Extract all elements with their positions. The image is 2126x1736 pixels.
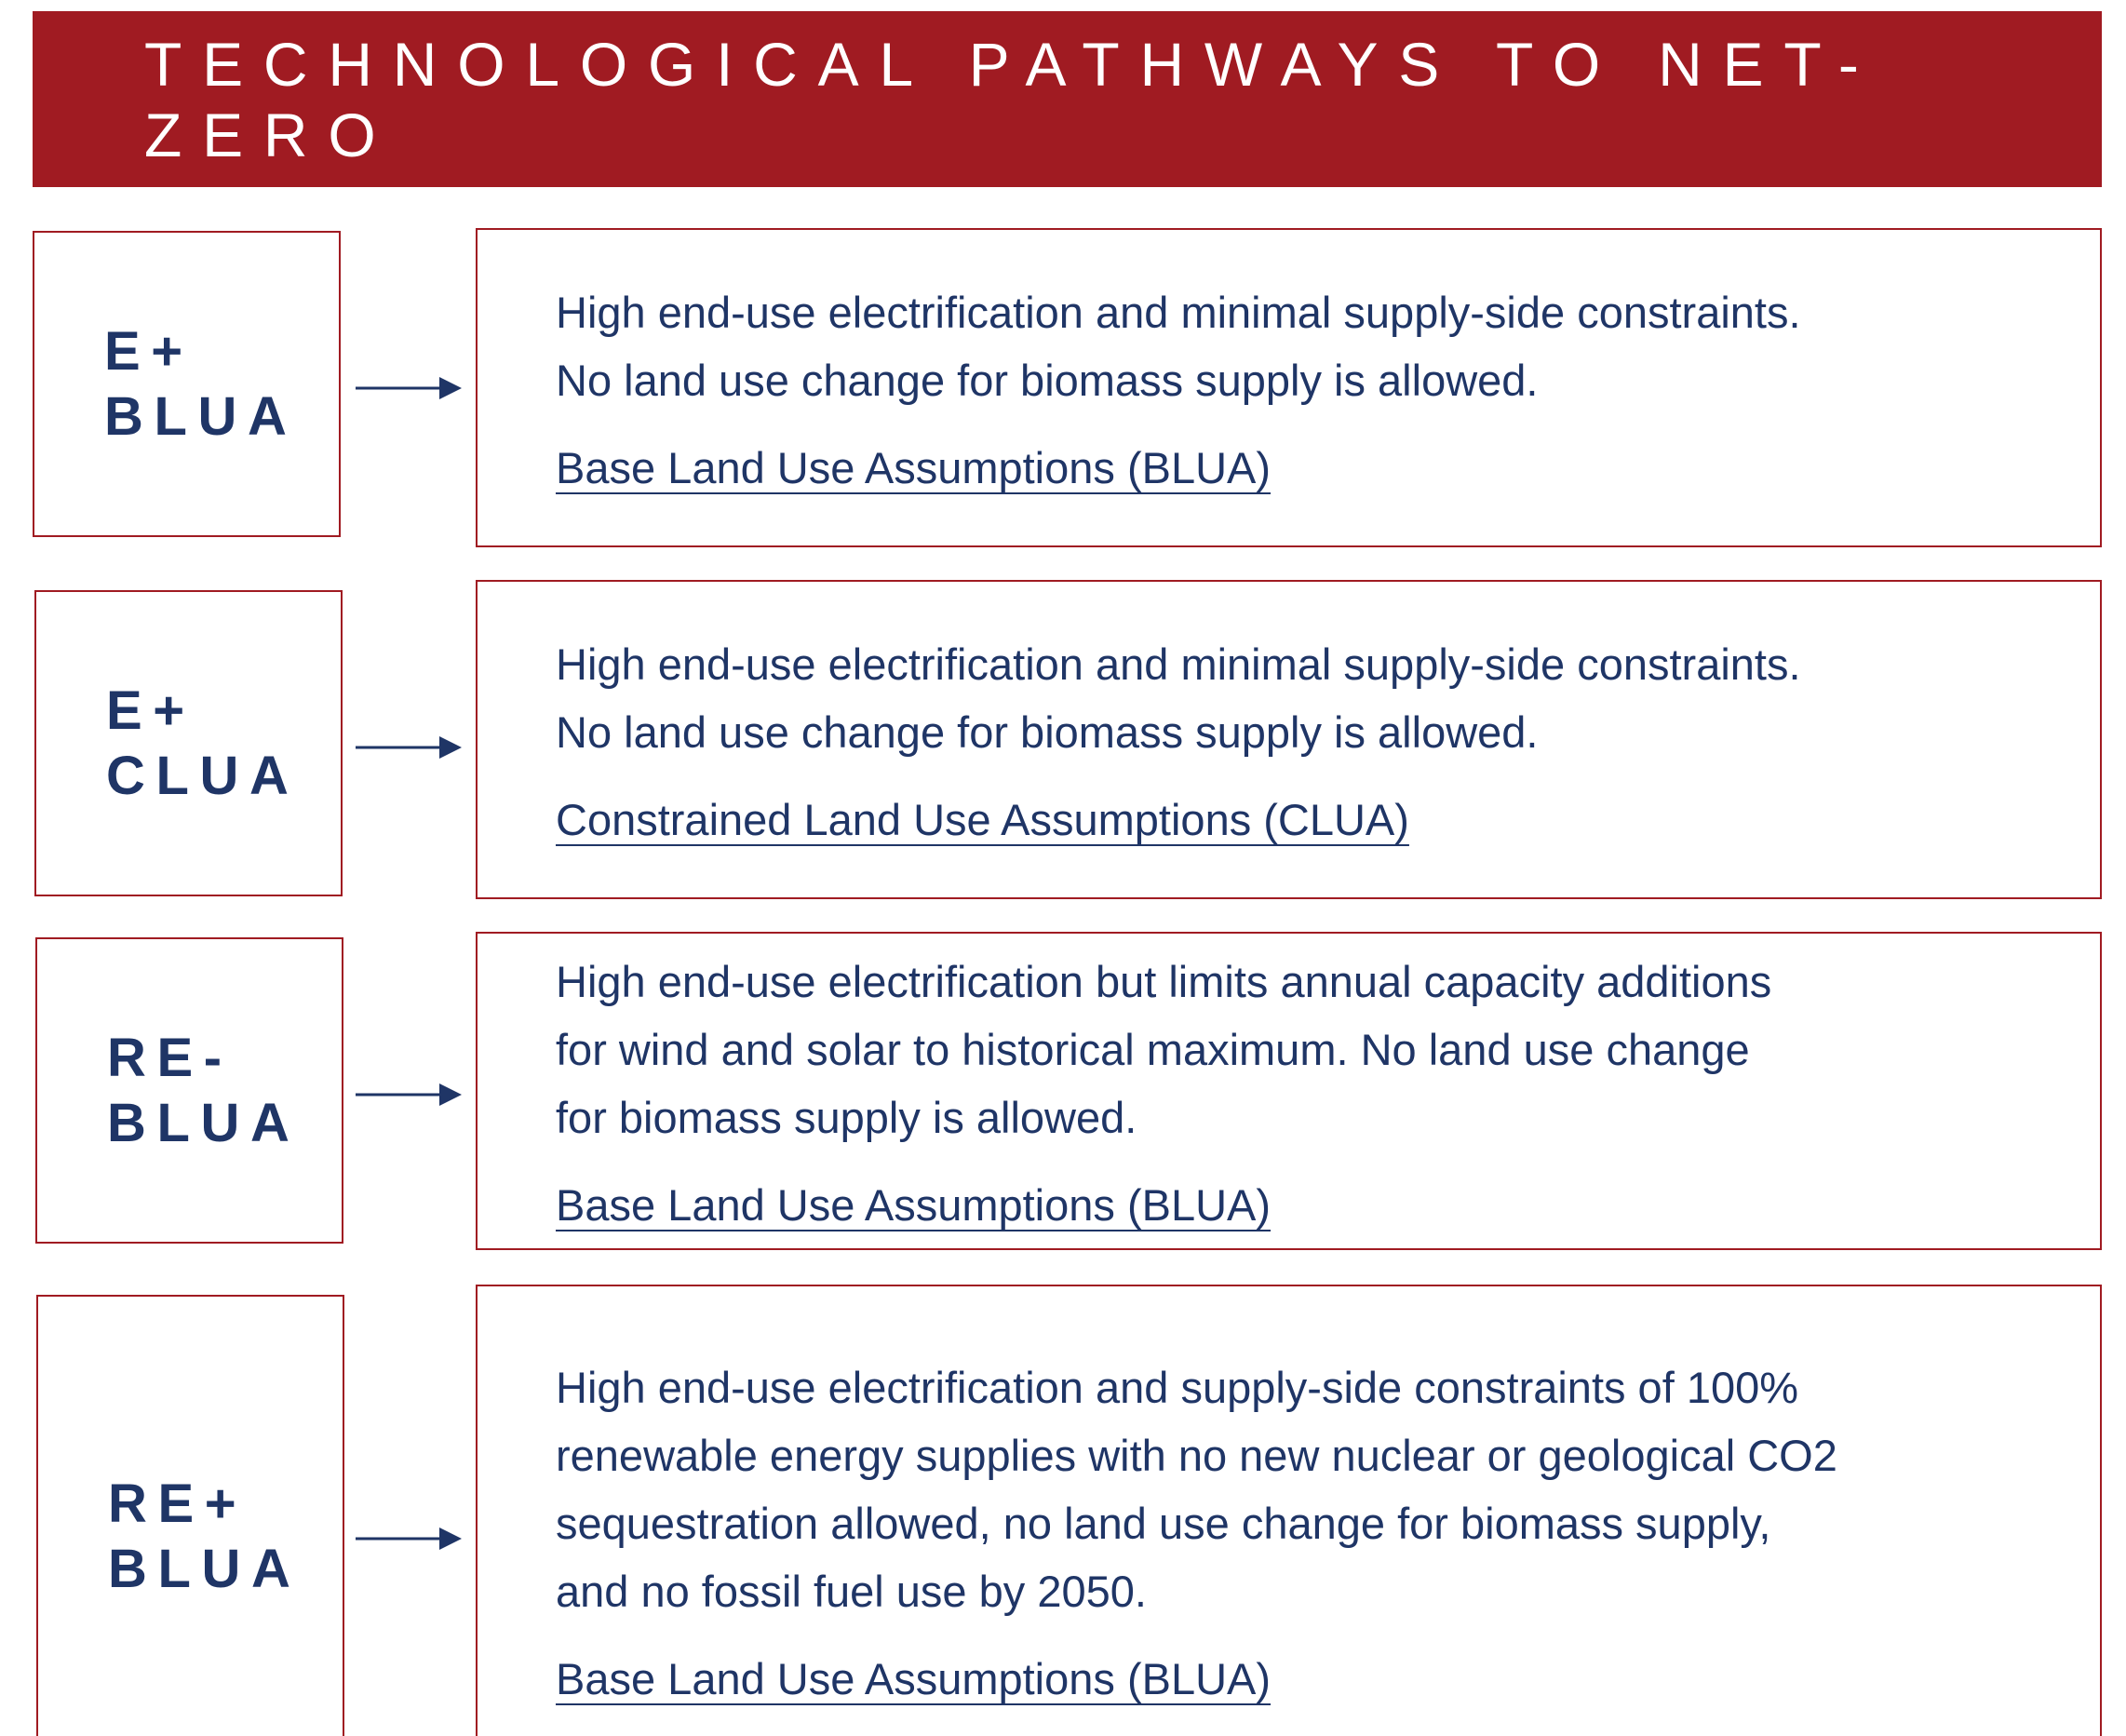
header-title: TECHNOLOGICAL PATHWAYS TO NET-ZERO <box>144 29 1879 169</box>
code-line: BLUA <box>108 1539 302 1599</box>
arrow <box>356 735 462 759</box>
code-box: RE+ BLUA <box>36 1295 344 1736</box>
arrow <box>356 376 462 399</box>
description-line: No land use change for biomass supply is… <box>556 707 1539 757</box>
description-box: High end-use electrification and minimal… <box>476 580 2102 899</box>
description-line: High end-use electrification and supply-… <box>556 1363 1799 1412</box>
header: TECHNOLOGICAL PATHWAYS TO NET-ZERO <box>33 11 2102 187</box>
code-box: RE- BLUA <box>35 937 343 1244</box>
code-line: RE+ <box>108 1474 248 1534</box>
description-line: sequestration allowed, no land use chang… <box>556 1499 1771 1548</box>
description-line: for wind and solar to historical maximum… <box>556 1024 1750 1074</box>
code-box: E+ CLUA <box>34 590 343 896</box>
description-line: No land use change for biomass supply is… <box>556 355 1539 405</box>
code-line: E+ <box>106 680 195 741</box>
description-box: High end-use electrification but limits … <box>476 932 2102 1250</box>
link[interactable]: Base Land Use Assumptions (BLUA) <box>556 1179 1272 1230</box>
code-line: CLUA <box>106 745 300 806</box>
description-line: High end-use electrification and minimal… <box>556 639 1801 689</box>
arrow-head <box>439 1083 462 1106</box>
description-line: High end-use electrification but limits … <box>556 956 1772 1006</box>
description-line: and no fossil fuel use by 2050. <box>556 1567 1147 1616</box>
arrow-head <box>439 735 462 759</box>
arrow-head <box>439 376 462 399</box>
code-box: E+ BLUA <box>33 231 341 537</box>
description-box: High end-use electrification and minimal… <box>476 228 2102 547</box>
link[interactable]: Constrained Land Use Assumptions (CLUA) <box>556 794 1409 844</box>
arrow <box>356 1083 462 1106</box>
arrow-head <box>439 1527 462 1550</box>
description-line: renewable energy supplies with no new nu… <box>556 1431 1837 1480</box>
link[interactable]: Base Land Use Assumptions (BLUA) <box>556 442 1272 492</box>
code-line: BLUA <box>104 385 298 447</box>
arrow <box>356 1527 462 1550</box>
description-box: High end-use electrification and supply-… <box>476 1285 2102 1736</box>
description-line: High end-use electrification and minimal… <box>556 287 1801 337</box>
code-line: E+ <box>104 320 194 382</box>
link[interactable]: Base Land Use Assumptions (BLUA) <box>556 1654 1272 1703</box>
code-line: RE- <box>107 1027 233 1088</box>
description-line: for biomass supply is allowed. <box>556 1092 1137 1142</box>
code-line: BLUA <box>107 1092 301 1153</box>
